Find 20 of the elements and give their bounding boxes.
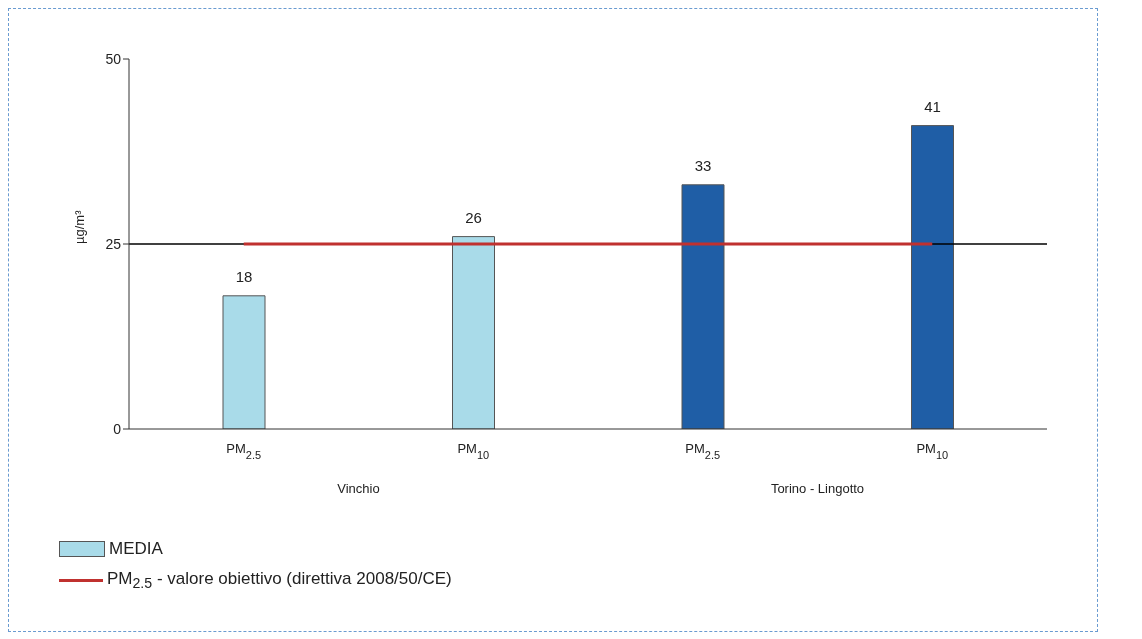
x-tick-label: PM$_{10}$ [916,441,949,461]
bar [911,125,954,429]
x-tick-label: PM$_{2.5}$ [226,441,262,461]
data-label: 33 [694,156,712,174]
y-axis-title: µg/m³ [71,209,87,244]
bar [681,184,725,429]
y-tick-label: 0 [113,420,122,437]
legend-label: PM$_{2.5}$ - valore obiettivo (direttiva 2008/50/CE) [107,569,452,592]
text: Vinchio [336,481,381,496]
bar [222,295,266,429]
y-tick-label: 50 [105,50,122,67]
text: Torino - Lingotto [769,481,866,496]
x-tick-label: PM$_{10}$ [457,441,490,461]
x-tick-label: PM$_{2.5}$ [685,441,721,461]
bar [452,236,495,429]
data-label: 18 [235,267,253,285]
data-label: 41 [924,97,941,115]
legend-label: MEDIA [109,539,163,559]
data-label: 26 [465,208,482,226]
y-tick-label: 25 [105,235,122,252]
